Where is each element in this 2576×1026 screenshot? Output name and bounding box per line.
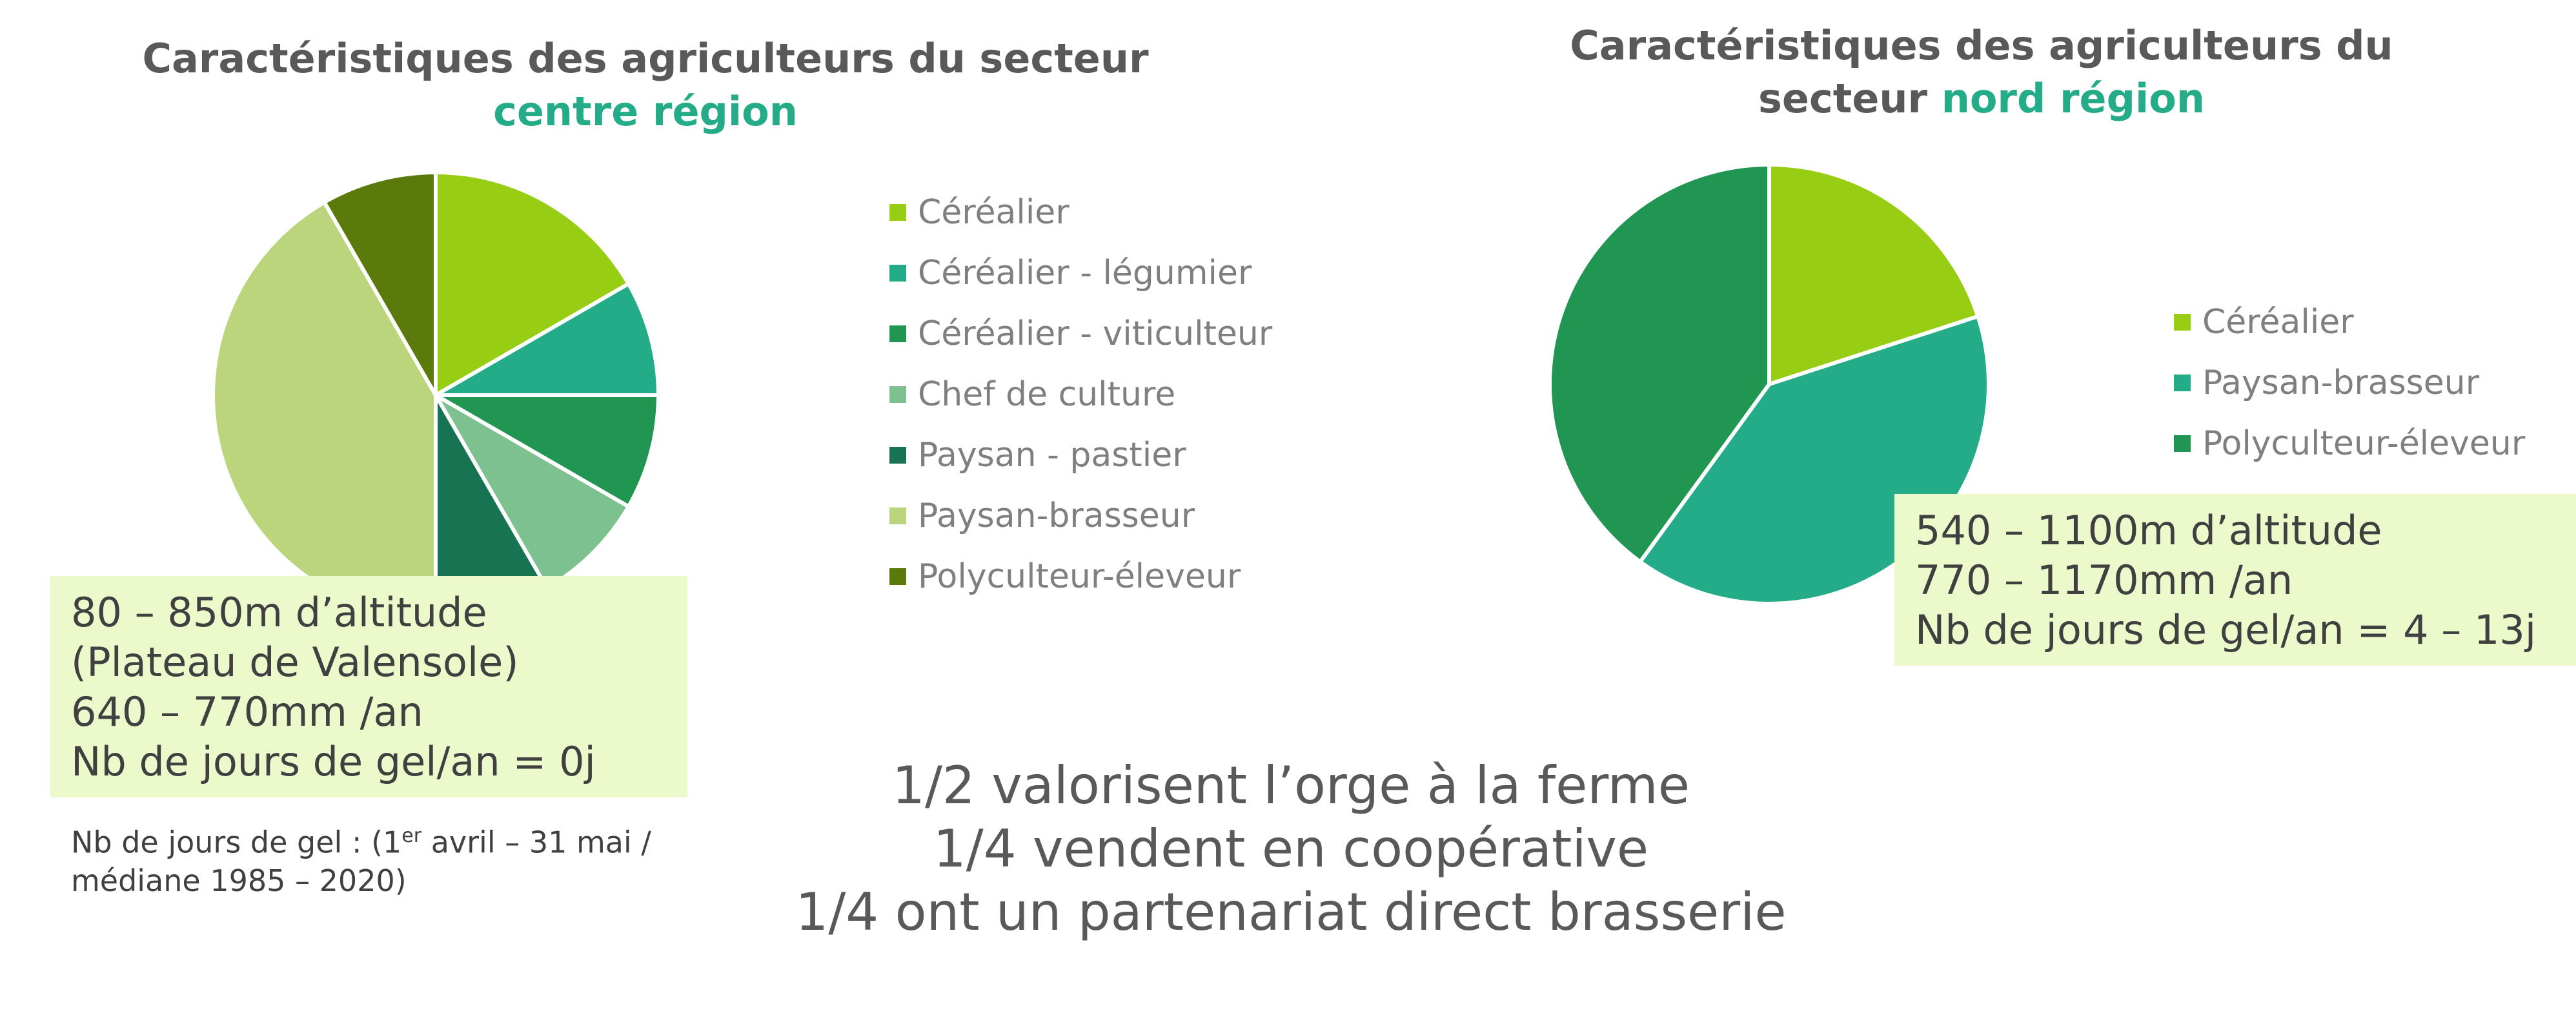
legend-swatch [889,568,906,585]
legend-swatch [889,325,906,342]
chart-title-nord-prefix: secteur [1758,75,1942,122]
info-box-centre: 80 – 850m d’altitude (Plateau de Valenso… [50,576,687,797]
legend-label: Paysan-brasseur [918,497,1195,535]
conclusion-text: 1/2 valorisent l’orge à la ferme 1/4 ven… [710,754,1872,944]
legend-label: Céréalier - viticulteur [918,314,1273,353]
footnote-part1: Nb de jours de gel : (1 [71,825,402,860]
pie-slice-polyculteur-eleveur [1548,163,1771,564]
legend-swatch [889,265,906,282]
info-line: (Plateau de Valensole) [71,639,519,686]
pie-slice-cerealier [1767,163,1980,386]
info-line: 80 – 850m d’altitude [71,589,487,636]
pie-chart-centre [211,170,660,620]
legend-label: Céréalier - légumier [918,254,1252,292]
legend-label: Polyculteur-éleveur [2202,424,2526,463]
legend-item-paysan-brasseur: Paysan-brasseur [2174,353,2525,413]
legend-swatch [889,508,906,524]
legend-item-polyculteur-eleveur: Polyculteur-éleveur [889,546,1272,607]
legend-item-cerealier: Céréalier [2174,292,2525,353]
legend-item-cerealier: Céréalier [889,182,1272,243]
footnote-sup: er [401,825,422,847]
legend-centre: Céréalier Céréalier - légumier Céréalier -… [889,182,1272,607]
footnote-part2: avril – 31 mai / [421,825,651,860]
info-box-nord: 540 – 1100m d’altitude 770 – 1170mm /an … [1894,494,2576,666]
info-line: 770 – 1170mm /an [1915,557,2293,604]
legend-swatch [2174,314,2191,331]
legend-item-paysan-pastier: Paysan - pastier [889,425,1272,486]
pie-slice-cerealier-legumier [434,282,660,397]
legend-label: Céréalier [918,193,1070,232]
info-line: 640 – 770mm /an [71,688,423,735]
legend-swatch [889,386,906,403]
info-line: Nb de jours de gel/an = 0j [71,738,596,785]
footnote-line2: médiane 1985 – 2020) [71,863,407,899]
conclusion-line: 1/4 ont un partenariat direct brasserie [795,882,1787,942]
pie-slice-cerealier [434,170,631,397]
legend-swatch [889,204,906,221]
chart-title-nord-line1: Caractéristiques des agriculteurs du [1570,22,2393,69]
legend-nord: Céréalier Paysan-brasseur Polyculteur-élev… [2174,292,2525,474]
info-line: Nb de jours de gel/an = 4 – 13j [1915,606,2537,653]
info-line: 540 – 1100m d’altitude [1915,507,2382,554]
legend-swatch [889,447,906,464]
pie-slice-polyculteur-eleveur [322,170,438,397]
legend-item-polyculteur-eleveur: Polyculteur-éleveur [2174,413,2525,474]
chart-title-centre-highlight: centre région [493,88,798,135]
legend-label: Paysan-brasseur [2202,364,2480,402]
chart-title-nord: Caractéristiques des agriculteurs du sec… [1478,19,2485,125]
legend-label: Céréalier [2202,303,2354,342]
chart-title-centre: Caractéristiques des agriculteurs du sec… [97,32,1194,138]
legend-label: Polyculteur-éleveur [918,557,1241,596]
legend-swatch [2174,374,2191,391]
legend-label: Chef de culture [918,375,1176,414]
chart-title-nord-highlight: nord région [1941,75,2205,122]
conclusion-line: 1/4 vendent en coopérative [933,819,1649,879]
pie-slice-cerealier-viticulteur [434,393,660,509]
legend-item-paysan-brasseur: Paysan-brasseur [889,486,1272,546]
legend-item-cerealier-viticulteur: Céréalier - viticulteur [889,303,1272,364]
footnote: Nb de jours de gel : (1er avril – 31 mai… [71,817,651,900]
legend-label: Paysan - pastier [918,436,1186,475]
legend-item-cerealier-legumier: Céréalier - légumier [889,243,1272,303]
legend-item-chef-de-culture: Chef de culture [889,364,1272,425]
conclusion-line: 1/2 valorisent l’orge à la ferme [892,755,1690,816]
chart-title-centre-line1: Caractéristiques des agriculteurs du sec… [142,35,1149,82]
legend-swatch [2174,435,2191,452]
